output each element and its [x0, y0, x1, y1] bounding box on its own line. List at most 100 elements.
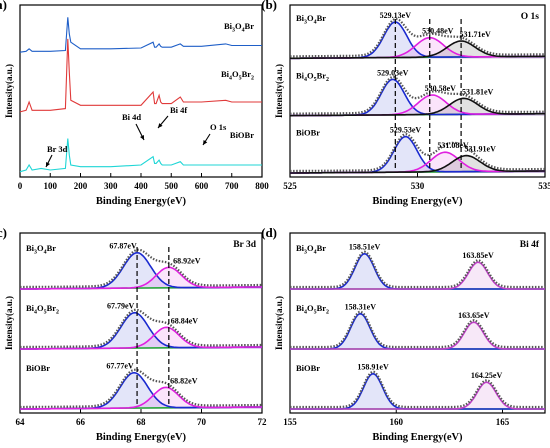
peak-fill	[290, 382, 545, 409]
peak-annotation: Br 3d	[47, 144, 68, 154]
peak-fill	[290, 322, 545, 349]
fitted-peak	[290, 321, 545, 350]
series-line-BiOBr	[19, 138, 262, 173]
panel-a: 0 100 200 300 400 500 600 700 800 Binding Energy(…	[0, 0, 269, 207]
x-tick-label: 66	[76, 417, 86, 427]
corner-label: O 1s	[521, 12, 540, 22]
peak-value-label: 68.84eV	[171, 316, 199, 325]
x-tick-label: 800	[255, 181, 269, 191]
peak-value-label: 529.13eV	[380, 11, 412, 20]
raw-data-envelope	[290, 370, 545, 409]
fitted-peak	[290, 372, 545, 410]
x-tick-label: 70	[197, 417, 207, 427]
panel-label: (c)	[0, 225, 7, 240]
x-tick-label: 700	[225, 181, 239, 191]
fitted-peak	[20, 266, 262, 290]
x-tick-label: 100	[44, 181, 58, 191]
raw-data-envelope	[290, 310, 545, 349]
x-axis-label: Binding Energy(eV)	[372, 196, 463, 207]
series-line-Bi4O5Br2	[19, 38, 262, 113]
panel-label: (d)	[261, 225, 277, 240]
raw-data-envelope	[290, 17, 545, 58]
x-tick-label: 64	[16, 417, 26, 427]
y-axis-label: Intensity(a.u.)	[274, 64, 284, 118]
peak-value-label: 68.92eV	[173, 256, 201, 265]
fitted-peak	[20, 386, 262, 410]
peak-fill	[290, 95, 545, 116]
peak-value-label: 163.65eV	[458, 311, 490, 320]
peak-fill	[20, 312, 262, 349]
corner-label: Br 3d	[233, 240, 257, 250]
sample-label: Bi4O5Br2	[221, 69, 254, 82]
x-tick-label: 600	[195, 181, 209, 191]
peak-annotation: Bi 4d	[122, 112, 141, 122]
peak-fill	[290, 37, 545, 59]
corner-label: Bi 4f	[520, 240, 540, 250]
peak-value-label: 531.71eV	[459, 30, 491, 39]
peak-value-label: 164.25eV	[471, 371, 503, 380]
x-tick-label: 165	[496, 417, 510, 427]
x-tick-label: 72	[258, 417, 268, 427]
peak-fill	[290, 98, 545, 116]
y-axis-label: Intensity(a.u.)	[4, 64, 14, 118]
peak-annotation: O 1s	[210, 122, 227, 132]
x-tick-label: 400	[134, 181, 148, 191]
x-axis-label: Binding Energy(eV)	[96, 196, 187, 207]
raw-data-envelope	[290, 75, 545, 115]
panel-label: (b)	[261, 0, 277, 12]
x-tick-label: 200	[74, 181, 88, 191]
peak-value-label: 67.87eV	[109, 242, 137, 251]
panel-d-frame	[289, 232, 546, 414]
x-tick-label: 155	[283, 417, 297, 427]
sample-label: Bi3O4Br	[224, 21, 254, 34]
panel-d: 155 160 165 Binding Energy(eV) Intensity(a.u…	[261, 225, 546, 443]
sample-label: BiOBr	[26, 363, 50, 373]
arrow-head	[158, 123, 163, 128]
x-axis-label: Binding Energy(eV)	[96, 432, 187, 443]
panel-label: (a)	[0, 0, 7, 12]
peak-fill	[290, 253, 545, 289]
peak-annotation: Bi 4f	[170, 105, 187, 115]
x-tick-label: 0	[18, 181, 23, 191]
arrow-head	[46, 162, 50, 167]
peak-fill	[20, 372, 262, 409]
peak-value-label: 68.82eV	[170, 376, 198, 385]
peak-value-label: 531.08eV	[437, 141, 469, 150]
y-axis-label: Intensity(a.u.)	[274, 296, 284, 350]
sample-label: Bi4O5Br2	[296, 303, 329, 316]
raw-data-envelope	[20, 308, 262, 349]
y-axis-label: Intensity(a.u.)	[4, 296, 14, 350]
sample-label: BiOBr	[230, 130, 254, 140]
fitted-peak	[20, 326, 262, 350]
sample-label: Bi3O4Br	[26, 243, 56, 256]
peak-value-label: 530.58eV	[425, 84, 457, 93]
fitted-peak	[290, 381, 545, 410]
x-tick-label: 525	[283, 181, 297, 191]
x-tick-label: 68	[137, 417, 147, 427]
peak-value-label: 529.53eV	[390, 126, 422, 135]
peak-value-label: 531.91eV	[465, 145, 497, 154]
fitted-peak	[290, 78, 545, 117]
fitted-peak	[290, 40, 545, 60]
x-tick-label: 300	[104, 181, 118, 191]
peak-fill	[290, 155, 545, 173]
peak-value-label: 67.79eV	[107, 302, 135, 311]
peak-value-label: 531.81eV	[462, 87, 494, 96]
sample-label: Bi3O4Br	[296, 243, 326, 256]
x-axis-label: Binding Energy(eV)	[372, 432, 463, 443]
arrow-head	[140, 135, 144, 140]
fitted-peak	[290, 312, 545, 350]
x-tick-label: 500	[165, 181, 179, 191]
sample-label: Bi3O4Br	[296, 13, 326, 26]
peak-fill	[20, 252, 262, 289]
peak-value-label: 158.31eV	[345, 303, 377, 312]
peak-value-label: 158.51eV	[349, 243, 381, 252]
panel-c: 64 66 68 70 72 Binding Energy(eV) Intensity(a.…	[0, 225, 267, 443]
peak-fill	[290, 313, 545, 349]
raw-data-envelope	[20, 368, 262, 409]
series-line-Bi3O4Br	[19, 17, 262, 53]
arrow-head	[203, 140, 208, 145]
x-tick-label: 530	[411, 181, 425, 191]
peak-fill	[290, 262, 545, 289]
